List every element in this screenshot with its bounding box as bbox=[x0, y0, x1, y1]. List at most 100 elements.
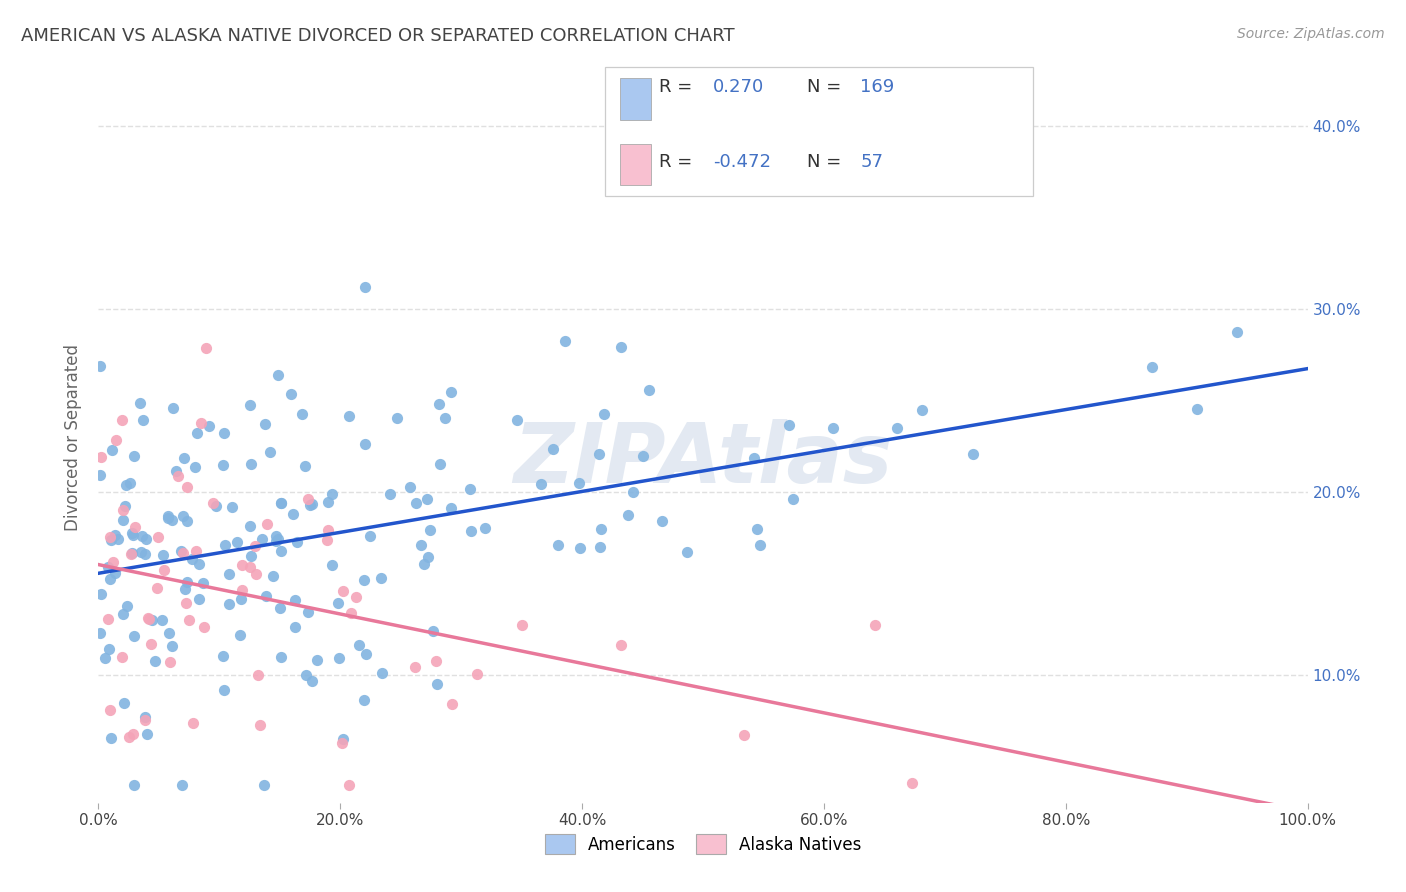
Text: R =: R = bbox=[659, 153, 693, 171]
Point bbox=[115, 599, 138, 613]
Point bbox=[283, 620, 305, 634]
Point bbox=[172, 546, 194, 560]
Point bbox=[638, 384, 661, 398]
Point bbox=[441, 698, 464, 712]
Point bbox=[315, 533, 337, 547]
Point bbox=[181, 715, 204, 730]
Point bbox=[121, 525, 143, 540]
Point bbox=[134, 547, 156, 561]
Point bbox=[121, 546, 143, 560]
Point bbox=[187, 557, 209, 571]
Point bbox=[354, 280, 377, 294]
Point bbox=[291, 407, 314, 421]
Point bbox=[166, 468, 188, 483]
Point bbox=[328, 651, 350, 665]
Point bbox=[422, 624, 444, 638]
Y-axis label: Divorced or Separated: Divorced or Separated bbox=[65, 343, 83, 531]
Point bbox=[89, 359, 111, 373]
Point bbox=[173, 450, 195, 465]
Point bbox=[733, 728, 755, 742]
Point bbox=[111, 650, 134, 665]
Point bbox=[153, 563, 176, 577]
Point bbox=[122, 528, 145, 542]
Point bbox=[100, 703, 122, 717]
Point bbox=[301, 673, 323, 688]
Point bbox=[229, 592, 252, 607]
Point bbox=[778, 417, 800, 432]
Point bbox=[100, 731, 122, 746]
Point bbox=[118, 731, 141, 745]
Point bbox=[354, 437, 377, 451]
Point bbox=[745, 522, 768, 536]
Point bbox=[592, 407, 614, 421]
Point bbox=[405, 496, 427, 510]
Point bbox=[89, 625, 111, 640]
Point bbox=[190, 417, 212, 431]
Point bbox=[193, 620, 215, 634]
Point bbox=[510, 617, 533, 632]
Text: 57: 57 bbox=[860, 153, 883, 171]
Point bbox=[267, 368, 290, 382]
Point bbox=[506, 413, 529, 427]
Point bbox=[267, 533, 290, 547]
Legend: Americans, Alaska Natives: Americans, Alaska Natives bbox=[538, 828, 868, 860]
Point bbox=[160, 639, 183, 653]
Point bbox=[429, 457, 451, 471]
Point bbox=[256, 517, 278, 532]
Point bbox=[305, 653, 328, 667]
Point bbox=[94, 650, 117, 665]
Text: AMERICAN VS ALASKA NATIVE DIVORCED OR SEPARATED CORRELATION CHART: AMERICAN VS ALASKA NATIVE DIVORCED OR SE… bbox=[21, 27, 735, 45]
Point bbox=[150, 613, 173, 627]
Point bbox=[141, 636, 163, 650]
Point bbox=[134, 710, 156, 724]
Point bbox=[295, 667, 318, 681]
Point bbox=[231, 558, 253, 573]
Point bbox=[197, 419, 219, 434]
Point bbox=[554, 334, 576, 348]
Point bbox=[347, 638, 370, 652]
Point bbox=[547, 538, 569, 552]
Point bbox=[170, 544, 193, 558]
Point bbox=[98, 530, 121, 544]
Point bbox=[184, 460, 207, 475]
Point bbox=[229, 628, 252, 642]
Text: N =: N = bbox=[807, 78, 841, 96]
Point bbox=[270, 544, 292, 558]
Point bbox=[370, 571, 392, 585]
Point bbox=[174, 582, 197, 597]
Point bbox=[440, 501, 463, 516]
Point bbox=[353, 573, 375, 587]
Point bbox=[156, 509, 179, 524]
Point bbox=[101, 443, 124, 458]
Point bbox=[176, 479, 198, 493]
Point bbox=[337, 409, 360, 423]
Point bbox=[138, 611, 160, 625]
Point bbox=[170, 778, 193, 792]
Point bbox=[253, 778, 276, 792]
Point bbox=[180, 551, 202, 566]
Point bbox=[97, 559, 120, 574]
Point bbox=[97, 612, 120, 626]
Text: R =: R = bbox=[659, 78, 693, 96]
Point bbox=[145, 581, 167, 595]
Point bbox=[281, 507, 304, 521]
Point bbox=[239, 398, 262, 412]
Point bbox=[131, 545, 153, 559]
Point bbox=[90, 450, 112, 464]
Point bbox=[541, 442, 564, 457]
Point bbox=[264, 529, 287, 543]
Point bbox=[742, 451, 765, 466]
Point bbox=[901, 776, 924, 790]
Point bbox=[110, 412, 132, 426]
Point bbox=[419, 524, 441, 538]
Point bbox=[280, 386, 302, 401]
Point bbox=[416, 492, 439, 507]
Point bbox=[1185, 402, 1208, 417]
Point bbox=[254, 589, 277, 603]
Point bbox=[177, 613, 200, 627]
Point bbox=[588, 447, 610, 461]
Point bbox=[287, 535, 309, 549]
Point bbox=[132, 412, 155, 426]
Point bbox=[104, 433, 127, 447]
Point bbox=[89, 468, 111, 483]
